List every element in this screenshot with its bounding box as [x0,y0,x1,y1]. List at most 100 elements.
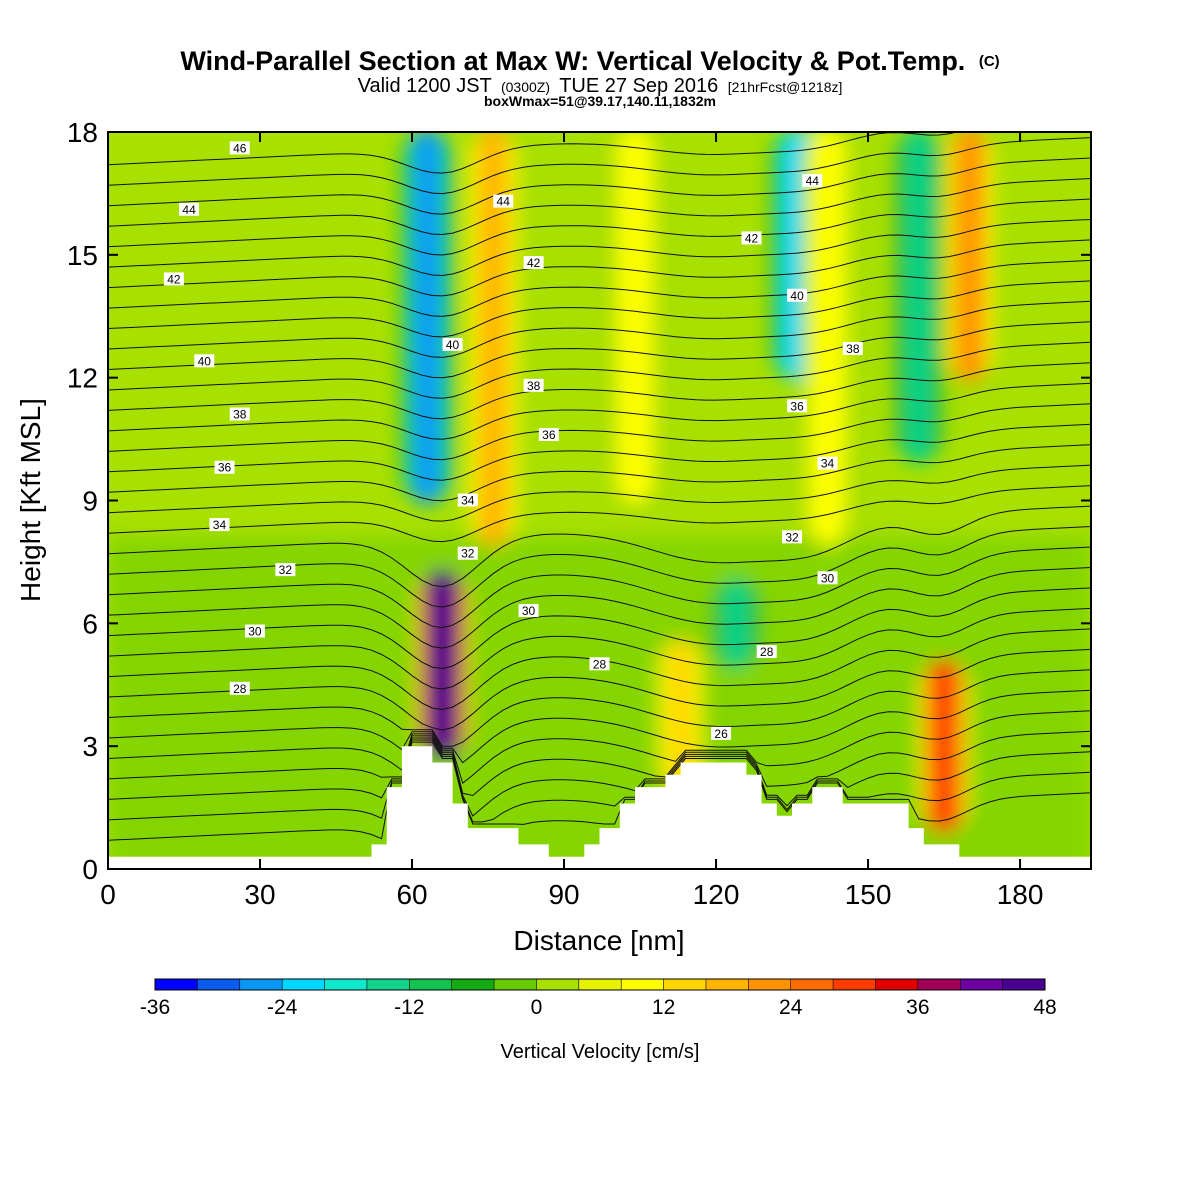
isentrope-label-text: 36 [790,399,804,413]
isentrope-label-bg [518,604,539,618]
isentrope-label-bg [842,342,863,356]
chart-subtitle: Valid 1200 JST (0300Z) TUE 27 Sep 2016 [… [358,75,843,97]
colorbar-bin [917,979,961,990]
subtitle-date: TUE 27 Sep 2016 [559,75,718,97]
isentrope-line [108,689,1091,764]
isentrope-line [108,737,1091,817]
isentrope-line [108,259,1091,317]
isentrope-label: 42 [523,256,544,270]
isentrope-label-bg [787,288,808,302]
colorbar: -36 -24 -12 0 12 24 36 48 [140,978,1057,1019]
isentrope-line [108,362,1091,420]
isentrope-line [108,157,1091,215]
isentrope-label-bg [163,272,184,286]
isentrope-line [108,526,1091,608]
isentrope-label-text: 30 [821,571,835,585]
y-tick-label: 9 [82,486,98,517]
colorbar-bin [282,979,326,990]
isentrope-line [108,464,1091,522]
isentrope-label-text: 38 [527,379,541,393]
x-tick-label: 60 [396,879,427,910]
isentrope-label-bg [523,256,544,270]
isentrope-label-bg [523,378,544,392]
isentrope-line [108,137,1091,195]
velocity-feature-7-layer-3 [813,132,842,546]
colorbar-bin [790,979,834,990]
isentrope-label-bg [229,681,250,695]
isentrope-line [108,587,1091,670]
isentrope-label-text: 42 [167,272,181,286]
isentrope-label-text: 34 [461,494,475,508]
isentrope-label-bg [244,624,265,638]
isentrope-line [108,730,1091,797]
colorbar-bin [239,979,283,990]
isentrope-label: 42 [741,231,762,245]
isentrope-line [108,423,1091,481]
isentrope-label-text: 40 [446,338,460,352]
isentrope-label-bg [756,644,777,658]
y-tick-label: 15 [67,240,98,271]
isentrope-label: 32 [457,546,478,561]
colorbar-bin [366,979,410,990]
x-tick-label: 0 [100,879,116,910]
isentrope-label: 34 [209,518,230,532]
subtitle-forecast: [21hrFcst@1218z] [728,79,843,95]
velocity-feature-9-layer-3 [930,659,959,833]
isentrope-line [108,178,1091,236]
velocity-feature-10-layer-3 [955,132,984,383]
colorbar-bin [578,979,622,990]
y-tick-label: 12 [67,363,98,394]
isentrope-label-text: 30 [522,604,536,618]
colorbar-bin [324,979,368,990]
colorbar-bin [494,979,537,990]
isentrope-line [108,710,1091,784]
isentrope-label-text: 26 [714,727,728,741]
isentrope-label-text: 36 [542,428,556,442]
isentrope-line [108,239,1091,297]
isentrope-label: 26 [711,726,732,741]
isentrope-label: 40 [194,354,215,368]
isentrope-label-text: 40 [790,289,804,303]
colorbar-bin [621,979,665,990]
isentrope-label-bg [538,427,559,441]
isentrope-label-text: 34 [213,518,227,532]
isentrope-label-bg [493,194,514,208]
velocity-feature-5-layer-3 [722,577,751,669]
isentrope-line [108,546,1091,629]
colorbar-tick-label: -12 [394,996,424,1019]
isentrope-label-text: 38 [846,342,860,356]
isentrope-label-text: 38 [233,408,247,422]
velocity-feature-1-layer-3 [413,132,442,505]
terrain-mask [108,746,1091,869]
isentrope-label-text: 46 [233,141,247,155]
isentrope-label: 28 [229,681,250,696]
isentrope-label: 44 [802,174,823,188]
y-axis-label: Height [Kft MSL] [15,398,46,602]
colorbar-bin [1002,979,1046,990]
velocity-feature-4-layer-3 [620,132,649,505]
isentrope-label-text: 44 [497,195,511,209]
isentrope-label-text: 44 [806,174,820,188]
isentrope-label-bg [741,231,762,245]
isentrope-line [108,739,1091,823]
isentrope-labels: 46 44 42 40 38 36 34 32 30 28 44 42 40 38 36 34 32 30 28 26… [163,141,863,741]
isentrope-contours [108,132,1091,841]
isentrope-line [108,567,1091,649]
isentrope-line [108,382,1091,440]
colorbar-tick-label: 36 [906,996,929,1019]
isentrope-line [108,444,1091,502]
isentrope-label-bg [214,460,235,474]
colorbar-bin [705,979,749,990]
colorbar-tick-label: 24 [779,996,803,1019]
chart-title-text: Wind-Parallel Section at Max W: Vertical… [180,46,965,76]
isentrope-label-text: 42 [745,231,759,245]
isentrope-line [108,341,1091,399]
y-tick-label: 3 [82,731,98,762]
isentrope-line [108,505,1091,588]
isentrope-label: 32 [275,563,296,577]
isentrope-label-text: 28 [760,645,774,659]
isentrope-label: 42 [163,272,184,286]
y-tick-label: 18 [67,117,98,148]
